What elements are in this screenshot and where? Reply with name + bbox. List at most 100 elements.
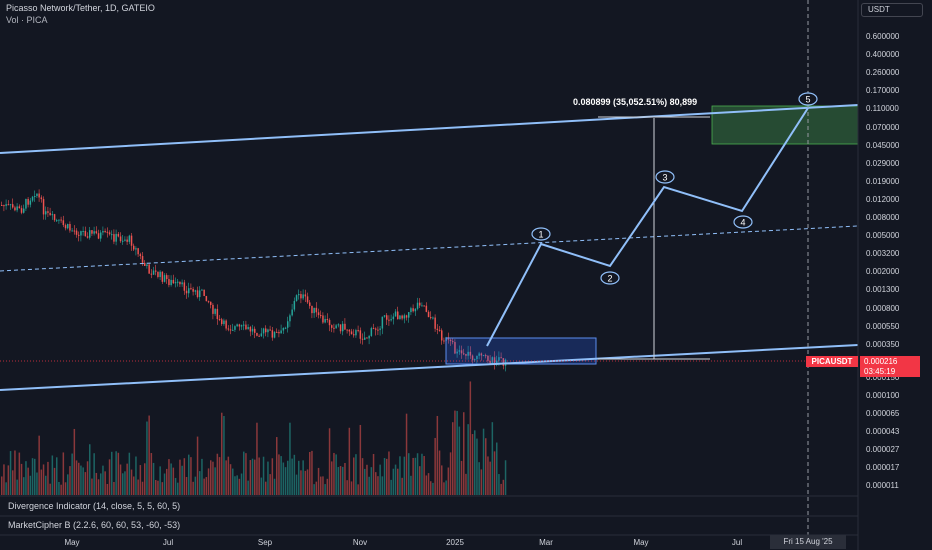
volume-bar — [452, 422, 454, 495]
candle — [82, 226, 84, 236]
candle — [353, 329, 355, 338]
volume-bar — [502, 479, 505, 495]
divergence-indicator-label[interactable]: Divergence Indicator (14, close, 5, 5, 6… — [8, 501, 181, 511]
volume-bar — [311, 450, 313, 495]
candle — [174, 277, 177, 288]
wave-label-3[interactable]: 3 — [655, 170, 675, 184]
candle — [278, 329, 280, 338]
volume-bar — [469, 381, 472, 495]
volume-bar — [324, 484, 326, 495]
x-axis-tick: May — [64, 538, 80, 547]
volume-bar — [447, 467, 450, 495]
volume-bar — [168, 459, 170, 495]
volume-bar — [139, 465, 142, 495]
volume-bar — [71, 453, 73, 495]
volume-bar — [47, 461, 49, 495]
volume-bar — [108, 459, 111, 495]
candle — [216, 304, 219, 325]
candle — [53, 213, 56, 222]
candle — [159, 270, 161, 280]
candle — [64, 223, 67, 231]
mid-channel-line[interactable] — [0, 225, 859, 272]
volume-bar — [174, 477, 177, 495]
volume-bar — [438, 450, 441, 495]
volume-bar — [7, 465, 10, 495]
volume-bar — [84, 472, 87, 495]
volume-bar — [350, 481, 353, 495]
wave-label-4[interactable]: 4 — [733, 215, 753, 229]
upper-channel-line[interactable] — [0, 104, 859, 154]
candle — [225, 319, 227, 331]
volume-bar — [430, 481, 432, 495]
elliott-wave-path[interactable] — [486, 107, 809, 347]
x-axis-tick: Jul — [731, 538, 743, 547]
volume-bar — [229, 464, 232, 495]
volume-bar — [18, 452, 21, 495]
candle — [139, 252, 142, 260]
candle — [372, 323, 375, 330]
volume-bar — [69, 466, 71, 495]
candle — [73, 225, 76, 235]
candle — [40, 195, 43, 203]
candle — [170, 275, 172, 287]
candle — [205, 295, 208, 302]
candle — [333, 323, 335, 333]
volume-bar — [221, 412, 223, 495]
candle — [357, 325, 359, 333]
symbol-price-tag: PICAUSDT — [806, 356, 858, 367]
candle — [273, 331, 276, 339]
candle — [410, 306, 412, 316]
volume-bar — [388, 451, 390, 495]
volume-bar — [441, 465, 443, 495]
candle — [196, 286, 199, 299]
volume-bar — [381, 476, 384, 495]
candle — [247, 324, 249, 330]
wave-label-5[interactable]: 5 — [798, 92, 818, 106]
candle — [408, 311, 410, 323]
volume-bar — [348, 427, 351, 495]
candle — [403, 313, 406, 324]
candle — [31, 195, 34, 203]
volume-bar — [390, 479, 392, 495]
volume-bar — [443, 482, 445, 495]
svg-text:4: 4 — [740, 218, 745, 228]
y-axis-tick: 0.600000 — [866, 32, 900, 41]
volume-bar — [12, 470, 14, 495]
volume-bar — [157, 480, 159, 495]
candle — [157, 271, 159, 279]
candle — [427, 310, 430, 318]
volume-bar — [372, 453, 375, 495]
volume-bar — [9, 451, 12, 495]
candle — [328, 318, 331, 332]
candle — [392, 313, 395, 325]
candle — [346, 329, 348, 334]
candle — [5, 199, 7, 210]
marketcipher-indicator-label[interactable]: MarketCipher B (2.2.6, 60, 60, 53, -60, … — [8, 520, 181, 530]
currency-button[interactable]: USDT — [861, 3, 923, 17]
candle — [298, 289, 300, 300]
current-price-tag: 0.000216 — [860, 356, 920, 367]
wave-label-2[interactable]: 2 — [600, 271, 620, 285]
candle — [203, 289, 205, 297]
volume-bar — [49, 483, 51, 495]
candle — [201, 288, 203, 291]
volume-bar — [295, 474, 298, 495]
volume-bar — [60, 484, 62, 495]
volume-bar — [27, 467, 29, 495]
volume-bar — [106, 483, 109, 495]
candle — [9, 203, 12, 210]
candle — [60, 216, 62, 223]
volume-bar — [89, 444, 91, 495]
candle — [291, 303, 293, 317]
volume-bar — [155, 479, 157, 495]
volume-bar — [207, 468, 210, 495]
candle — [95, 226, 98, 235]
wave-label-1[interactable]: 1 — [531, 227, 551, 241]
candle — [14, 205, 16, 212]
lower-channel-line[interactable] — [0, 344, 859, 391]
volume-bar — [128, 452, 131, 495]
volume-bar — [317, 467, 320, 495]
y-axis-tick: 0.000027 — [866, 445, 900, 454]
candle — [221, 317, 223, 326]
